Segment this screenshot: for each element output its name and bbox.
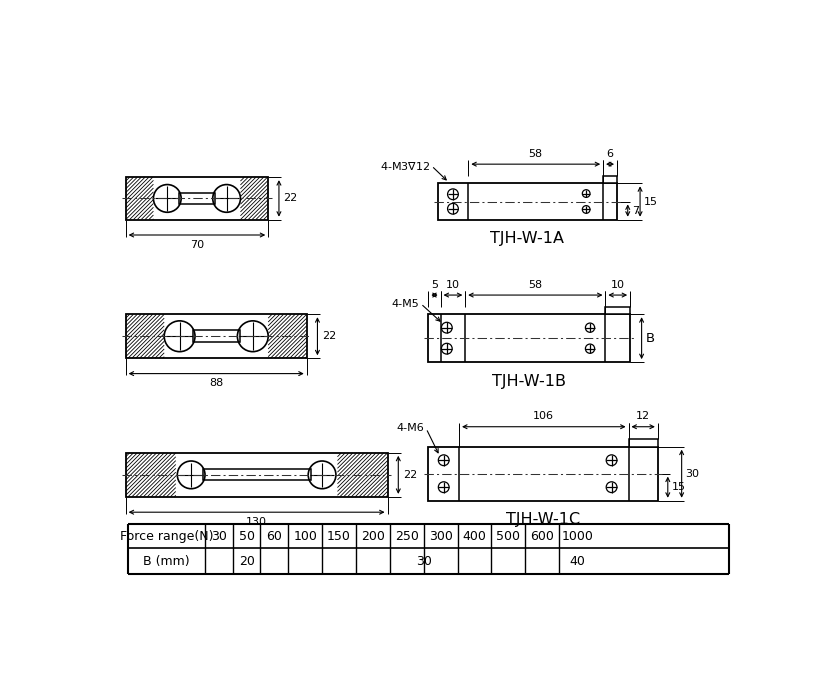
Text: TJH-W-1A: TJH-W-1A [490,232,564,246]
Text: 15: 15 [644,196,658,207]
Text: 30: 30 [416,555,432,568]
Bar [438,184,617,219]
Text: 400: 400 [463,530,487,543]
Text: TJH-W-1B: TJH-W-1B [492,374,566,389]
Text: B (mm): B (mm) [144,555,190,568]
Bar [629,439,658,447]
Text: 7: 7 [631,206,639,215]
Text: 4-M5: 4-M5 [392,298,419,308]
Bar [203,470,311,480]
Text: 1000: 1000 [562,530,594,543]
Text: B: B [646,331,655,345]
Text: 500: 500 [496,530,520,543]
Bar [605,307,630,315]
Text: 200: 200 [361,530,385,543]
Text: 22: 22 [284,194,298,203]
Text: 100: 100 [293,530,317,543]
Text: 58: 58 [529,148,543,159]
Bar [428,315,630,362]
Text: 250: 250 [395,530,418,543]
Text: Force range(N): Force range(N) [119,530,213,543]
Text: 40: 40 [569,555,585,568]
Text: 15: 15 [671,482,686,492]
Text: 4-M6: 4-M6 [397,423,424,433]
Bar [126,315,306,358]
Bar [126,178,268,219]
Text: 600: 600 [530,530,554,543]
Text: 150: 150 [327,530,351,543]
Text: TJH-W-1C: TJH-W-1C [506,512,580,527]
Text: 5: 5 [431,279,438,290]
Text: 20: 20 [239,555,255,568]
Text: 10: 10 [610,279,625,290]
Bar [603,176,617,184]
Text: 88: 88 [209,378,223,388]
Text: 12: 12 [636,411,650,421]
Text: 300: 300 [428,530,453,543]
Text: 70: 70 [190,240,204,250]
Text: 50: 50 [239,530,255,543]
Text: 4-M3$\nabla$12: 4-M3$\nabla$12 [380,160,430,171]
Bar [179,193,215,204]
Text: 22: 22 [403,470,418,480]
Text: 30: 30 [211,530,227,543]
Bar [126,453,387,497]
Text: 130: 130 [246,517,267,526]
Text: 6: 6 [606,148,614,159]
Text: 58: 58 [529,279,543,290]
Text: 60: 60 [266,530,282,543]
Text: 106: 106 [534,411,554,421]
Bar [428,447,658,501]
Text: 10: 10 [446,279,460,290]
Text: 22: 22 [322,331,337,342]
Bar [193,330,240,342]
Text: 30: 30 [686,468,700,479]
